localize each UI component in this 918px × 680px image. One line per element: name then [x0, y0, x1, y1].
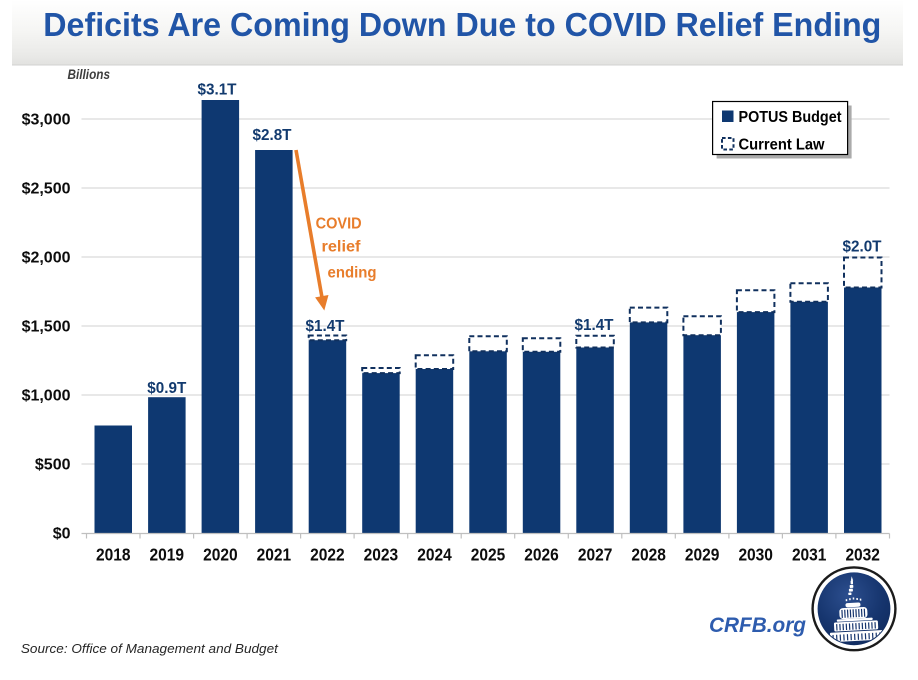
svg-text:2027: 2027 [578, 545, 613, 565]
svg-text:$1,500: $1,500 [22, 319, 71, 336]
svg-text:$0.9T: $0.9T [147, 380, 186, 397]
svg-text:COVID: COVID [316, 216, 362, 233]
svg-text:2024: 2024 [417, 545, 452, 565]
svg-text:$500: $500 [35, 457, 71, 474]
svg-text:2020: 2020 [203, 545, 238, 565]
svg-text:$3.1T: $3.1T [198, 82, 237, 99]
svg-text:$1.4T: $1.4T [306, 318, 345, 335]
svg-text:$2.8T: $2.8T [253, 127, 292, 144]
svg-text:2022: 2022 [310, 545, 345, 565]
svg-text:POTUS Budget: POTUS Budget [739, 109, 843, 126]
svg-text:Deficits Are Coming Down Due t: Deficits Are Coming Down Due to COVID Re… [43, 7, 881, 44]
svg-text:2021: 2021 [257, 545, 292, 565]
svg-text:2023: 2023 [364, 545, 399, 565]
svg-text:$0: $0 [53, 526, 71, 543]
svg-text:$1,000: $1,000 [22, 388, 71, 405]
svg-text:2030: 2030 [738, 545, 773, 565]
svg-text:$2.0T: $2.0T [843, 239, 882, 256]
svg-text:$2,500: $2,500 [22, 181, 71, 198]
svg-text:relief: relief [322, 239, 362, 256]
svg-text:$2,000: $2,000 [22, 250, 71, 267]
svg-text:2031: 2031 [792, 545, 827, 565]
svg-text:2019: 2019 [150, 545, 185, 565]
svg-text:2028: 2028 [631, 545, 666, 565]
svg-text:2032: 2032 [845, 545, 880, 565]
svg-text:Billions: Billions [68, 67, 111, 82]
svg-text:2026: 2026 [524, 545, 559, 565]
svg-text:2018: 2018 [96, 545, 131, 565]
svg-text:Current Law: Current Law [739, 136, 826, 153]
svg-text:Source: Office of Management a: Source: Office of Management and Budget [21, 641, 279, 656]
svg-text:$1.4T: $1.4T [575, 317, 614, 334]
svg-text:2025: 2025 [471, 545, 506, 565]
svg-text:ending: ending [328, 265, 377, 282]
svg-text:$3,000: $3,000 [22, 112, 71, 129]
svg-text:CRFB.org: CRFB.org [709, 614, 806, 637]
svg-text:2029: 2029 [685, 545, 720, 565]
